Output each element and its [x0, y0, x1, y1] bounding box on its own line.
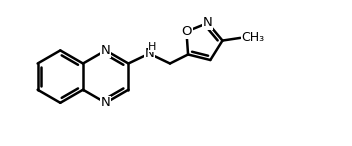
Text: N: N: [144, 47, 154, 60]
Text: N: N: [101, 96, 111, 109]
Text: N: N: [203, 16, 213, 29]
Text: H: H: [148, 42, 157, 52]
Text: N: N: [101, 44, 111, 57]
Text: CH₃: CH₃: [241, 31, 264, 44]
Text: O: O: [181, 25, 192, 38]
